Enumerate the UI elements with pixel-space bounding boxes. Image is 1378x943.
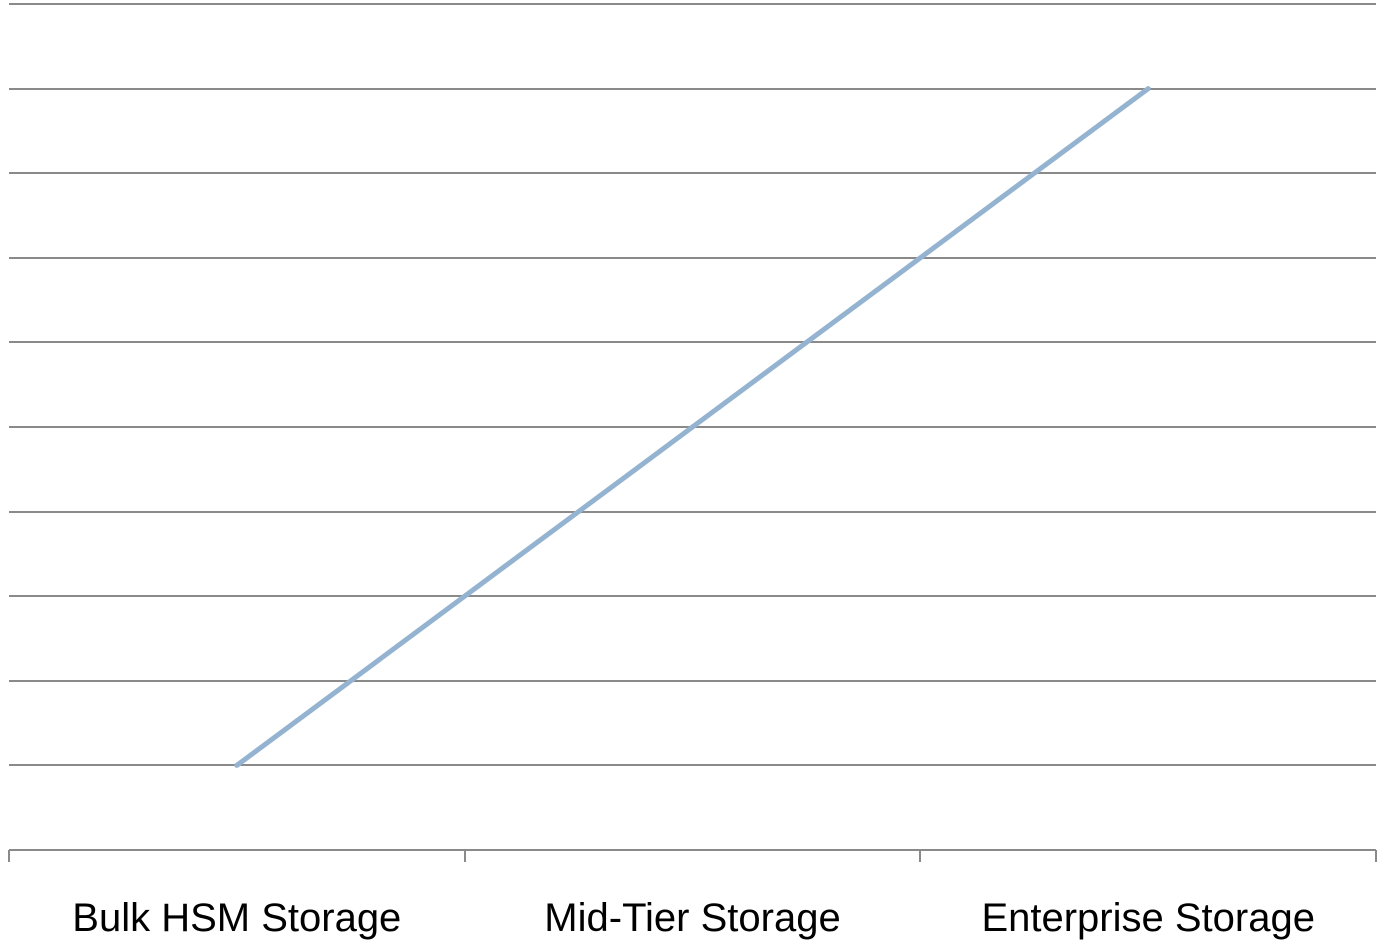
data-point-2 <box>690 424 695 430</box>
x-axis <box>8 849 1377 862</box>
x-axis-labels: Bulk HSM Storage Mid-Tier Storage Enterpri… <box>72 896 1315 940</box>
x-tick-label: Mid-Tier Storage <box>544 896 840 940</box>
data-point-3 <box>1145 86 1151 92</box>
series-layer <box>234 86 1151 768</box>
x-tick-label: Bulk HSM Storage <box>72 896 401 940</box>
x-tick-label: Enterprise Storage <box>981 896 1315 940</box>
gridlines <box>9 3 1376 766</box>
data-point-1 <box>234 762 240 768</box>
